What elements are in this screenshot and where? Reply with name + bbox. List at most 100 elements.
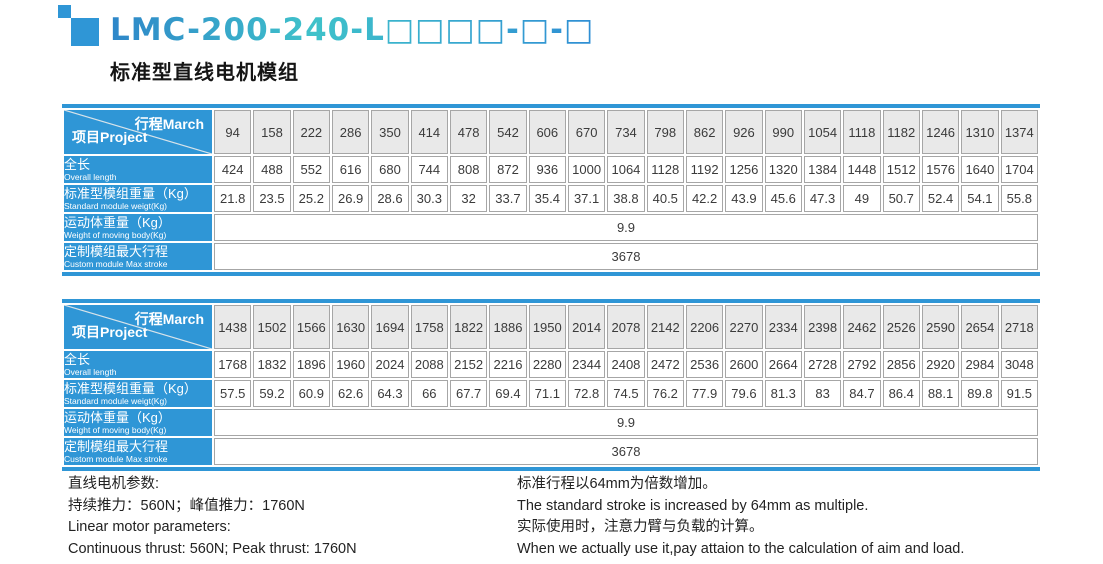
- stroke-value-cell: 1374: [1000, 110, 1038, 154]
- accent-square-large: [71, 18, 99, 46]
- module-weight-row: 标准型模组重量（Kg） Standard module weigt(Kg) 57.5…: [64, 380, 1038, 407]
- value-cell: 2728: [803, 351, 842, 378]
- value-cell: 72.8: [567, 380, 606, 407]
- value-cell: 21.8: [214, 185, 252, 212]
- row-label-zh: 运动体重量（Kg）: [64, 409, 171, 425]
- note-line: 实际使用时，注意力臂与负载的计算。: [517, 519, 764, 535]
- spec-table-extended-stroke: 行程March 项目Project 1438 1502 1566 1630 1694 1758…: [62, 299, 1040, 471]
- value-cell: 81.3: [764, 380, 802, 407]
- value-cell: 1000: [567, 156, 606, 183]
- stroke-value-cell: 286: [331, 110, 370, 154]
- note-line: Linear motor parameters:: [68, 519, 231, 535]
- corner-label-project: 项目Project: [72, 324, 148, 340]
- value-cell: 872: [489, 156, 527, 183]
- row-label-en: Custom module Max stroke: [64, 258, 168, 269]
- stroke-value-cell: 94: [214, 110, 252, 154]
- stroke-header-row: 行程March 项目Project 94 158 222 286 350 414 478 542 6…: [64, 110, 1038, 154]
- stroke-value-cell: 1438: [214, 305, 252, 349]
- value-cell: 936: [528, 156, 566, 183]
- stroke-value-cell: 990: [764, 110, 802, 154]
- note-stroke-usage: 标准行程以64mm为倍数增加。 The standard stroke is i…: [517, 474, 964, 560]
- row-label-cell: 定制模组最大行程 Custom module Max stroke: [64, 438, 212, 465]
- row-label-en: Standard module weigt(Kg): [64, 395, 168, 406]
- row-label-cell: 运动体重量（Kg） Weight of moving body(Kg): [64, 214, 212, 241]
- stroke-header-row: 行程March 项目Project 1438 1502 1566 1630 1694 1758…: [64, 305, 1038, 349]
- value-cell: 50.7: [882, 185, 920, 212]
- value-cell: 66: [410, 380, 448, 407]
- row-label-cell: 运动体重量（Kg） Weight of moving body(Kg): [64, 409, 212, 436]
- value-cell: 2792: [843, 351, 881, 378]
- value-cell: 32: [449, 185, 488, 212]
- value-cell: 1768: [214, 351, 252, 378]
- value-cell: 2536: [685, 351, 724, 378]
- stroke-value-cell: 1822: [449, 305, 488, 349]
- note-line: 标准行程以64mm为倍数增加。: [517, 476, 717, 492]
- value-cell: 2920: [921, 351, 960, 378]
- value-cell: 88.1: [921, 380, 960, 407]
- value-cell: 33.7: [489, 185, 527, 212]
- stroke-value-cell: 670: [567, 110, 606, 154]
- stroke-value-cell: 2398: [803, 305, 842, 349]
- value-cell: 47.3: [803, 185, 842, 212]
- value-cell: 552: [292, 156, 330, 183]
- spec-table: 行程March 项目Project 94 158 222 286 350 414 478 542 6…: [62, 108, 1040, 272]
- stroke-value-cell: 606: [528, 110, 566, 154]
- value-cell: 2344: [567, 351, 606, 378]
- value-cell: 2600: [725, 351, 763, 378]
- value-cell: 2472: [646, 351, 684, 378]
- note-motor-parameters: 直线电机参数: 持续推力：560N；峰值推力：1760N Linear moto…: [68, 474, 357, 560]
- row-label-en: Overall length: [64, 171, 117, 182]
- table-bottom-bar: [62, 272, 1040, 276]
- stroke-value-cell: 1566: [292, 305, 330, 349]
- stroke-value-cell: 2014: [567, 305, 606, 349]
- corner-label-project: 项目Project: [72, 129, 148, 145]
- value-cell: 2152: [449, 351, 488, 378]
- value-cell: 1896: [292, 351, 330, 378]
- value-cell: 30.3: [410, 185, 448, 212]
- value-cell: 488: [253, 156, 291, 183]
- value-cell: 2024: [371, 351, 409, 378]
- page-subtitle: 标准型直线电机模组: [110, 62, 299, 84]
- value-cell: 1320: [764, 156, 802, 183]
- note-line: When we actually use it,pay attaion to t…: [517, 540, 965, 557]
- merged-value-cell: 3678: [214, 243, 1038, 270]
- stroke-value-cell: 1886: [489, 305, 527, 349]
- stroke-value-cell: 926: [725, 110, 763, 154]
- stroke-value-cell: 1182: [882, 110, 920, 154]
- note-line: The standard stroke is increased by 64mm…: [517, 497, 869, 514]
- value-cell: 1960: [331, 351, 370, 378]
- row-label-zh: 定制模组最大行程: [64, 243, 169, 259]
- diagonal-divider: [64, 305, 212, 349]
- stroke-value-cell: 734: [607, 110, 645, 154]
- value-cell: 62.6: [331, 380, 370, 407]
- value-cell: 3048: [1000, 351, 1038, 378]
- value-cell: 1128: [646, 156, 684, 183]
- value-cell: 25.2: [292, 185, 330, 212]
- value-cell: 86.4: [882, 380, 920, 407]
- corner-label-stroke: 行程March: [134, 311, 204, 327]
- row-label-en: Standard module weigt(Kg): [64, 200, 168, 211]
- value-cell: 1832: [253, 351, 291, 378]
- stroke-value-cell: 1630: [331, 305, 370, 349]
- stroke-value-cell: 350: [371, 110, 409, 154]
- row-label-en: Overall length: [64, 366, 117, 377]
- value-cell: 84.7: [843, 380, 881, 407]
- value-cell: 35.4: [528, 185, 566, 212]
- value-cell: 1064: [607, 156, 645, 183]
- custom-max-stroke-row: 定制模组最大行程 Custom module Max stroke 3678: [64, 438, 1038, 465]
- value-cell: 40.5: [646, 185, 684, 212]
- page-title-model-code: LMC-200-240-L□□□□-□-□: [110, 12, 595, 48]
- value-cell: 2664: [764, 351, 802, 378]
- row-label-zh: 定制模组最大行程: [64, 438, 169, 454]
- spec-table: 行程March 项目Project 1438 1502 1566 1630 1694 1758…: [62, 303, 1040, 467]
- value-cell: 91.5: [1000, 380, 1038, 407]
- value-cell: 1384: [803, 156, 842, 183]
- row-label-zh: 全长: [64, 156, 91, 172]
- overall-length-row: 全长 Overall length 1768 1832 1896 1960 2024 2088…: [64, 351, 1038, 378]
- row-label-cell: 标准型模组重量（Kg） Standard module weigt(Kg): [64, 185, 212, 212]
- value-cell: 37.1: [567, 185, 606, 212]
- value-cell: 67.7: [449, 380, 488, 407]
- value-cell: 2216: [489, 351, 527, 378]
- stroke-value-cell: 862: [685, 110, 724, 154]
